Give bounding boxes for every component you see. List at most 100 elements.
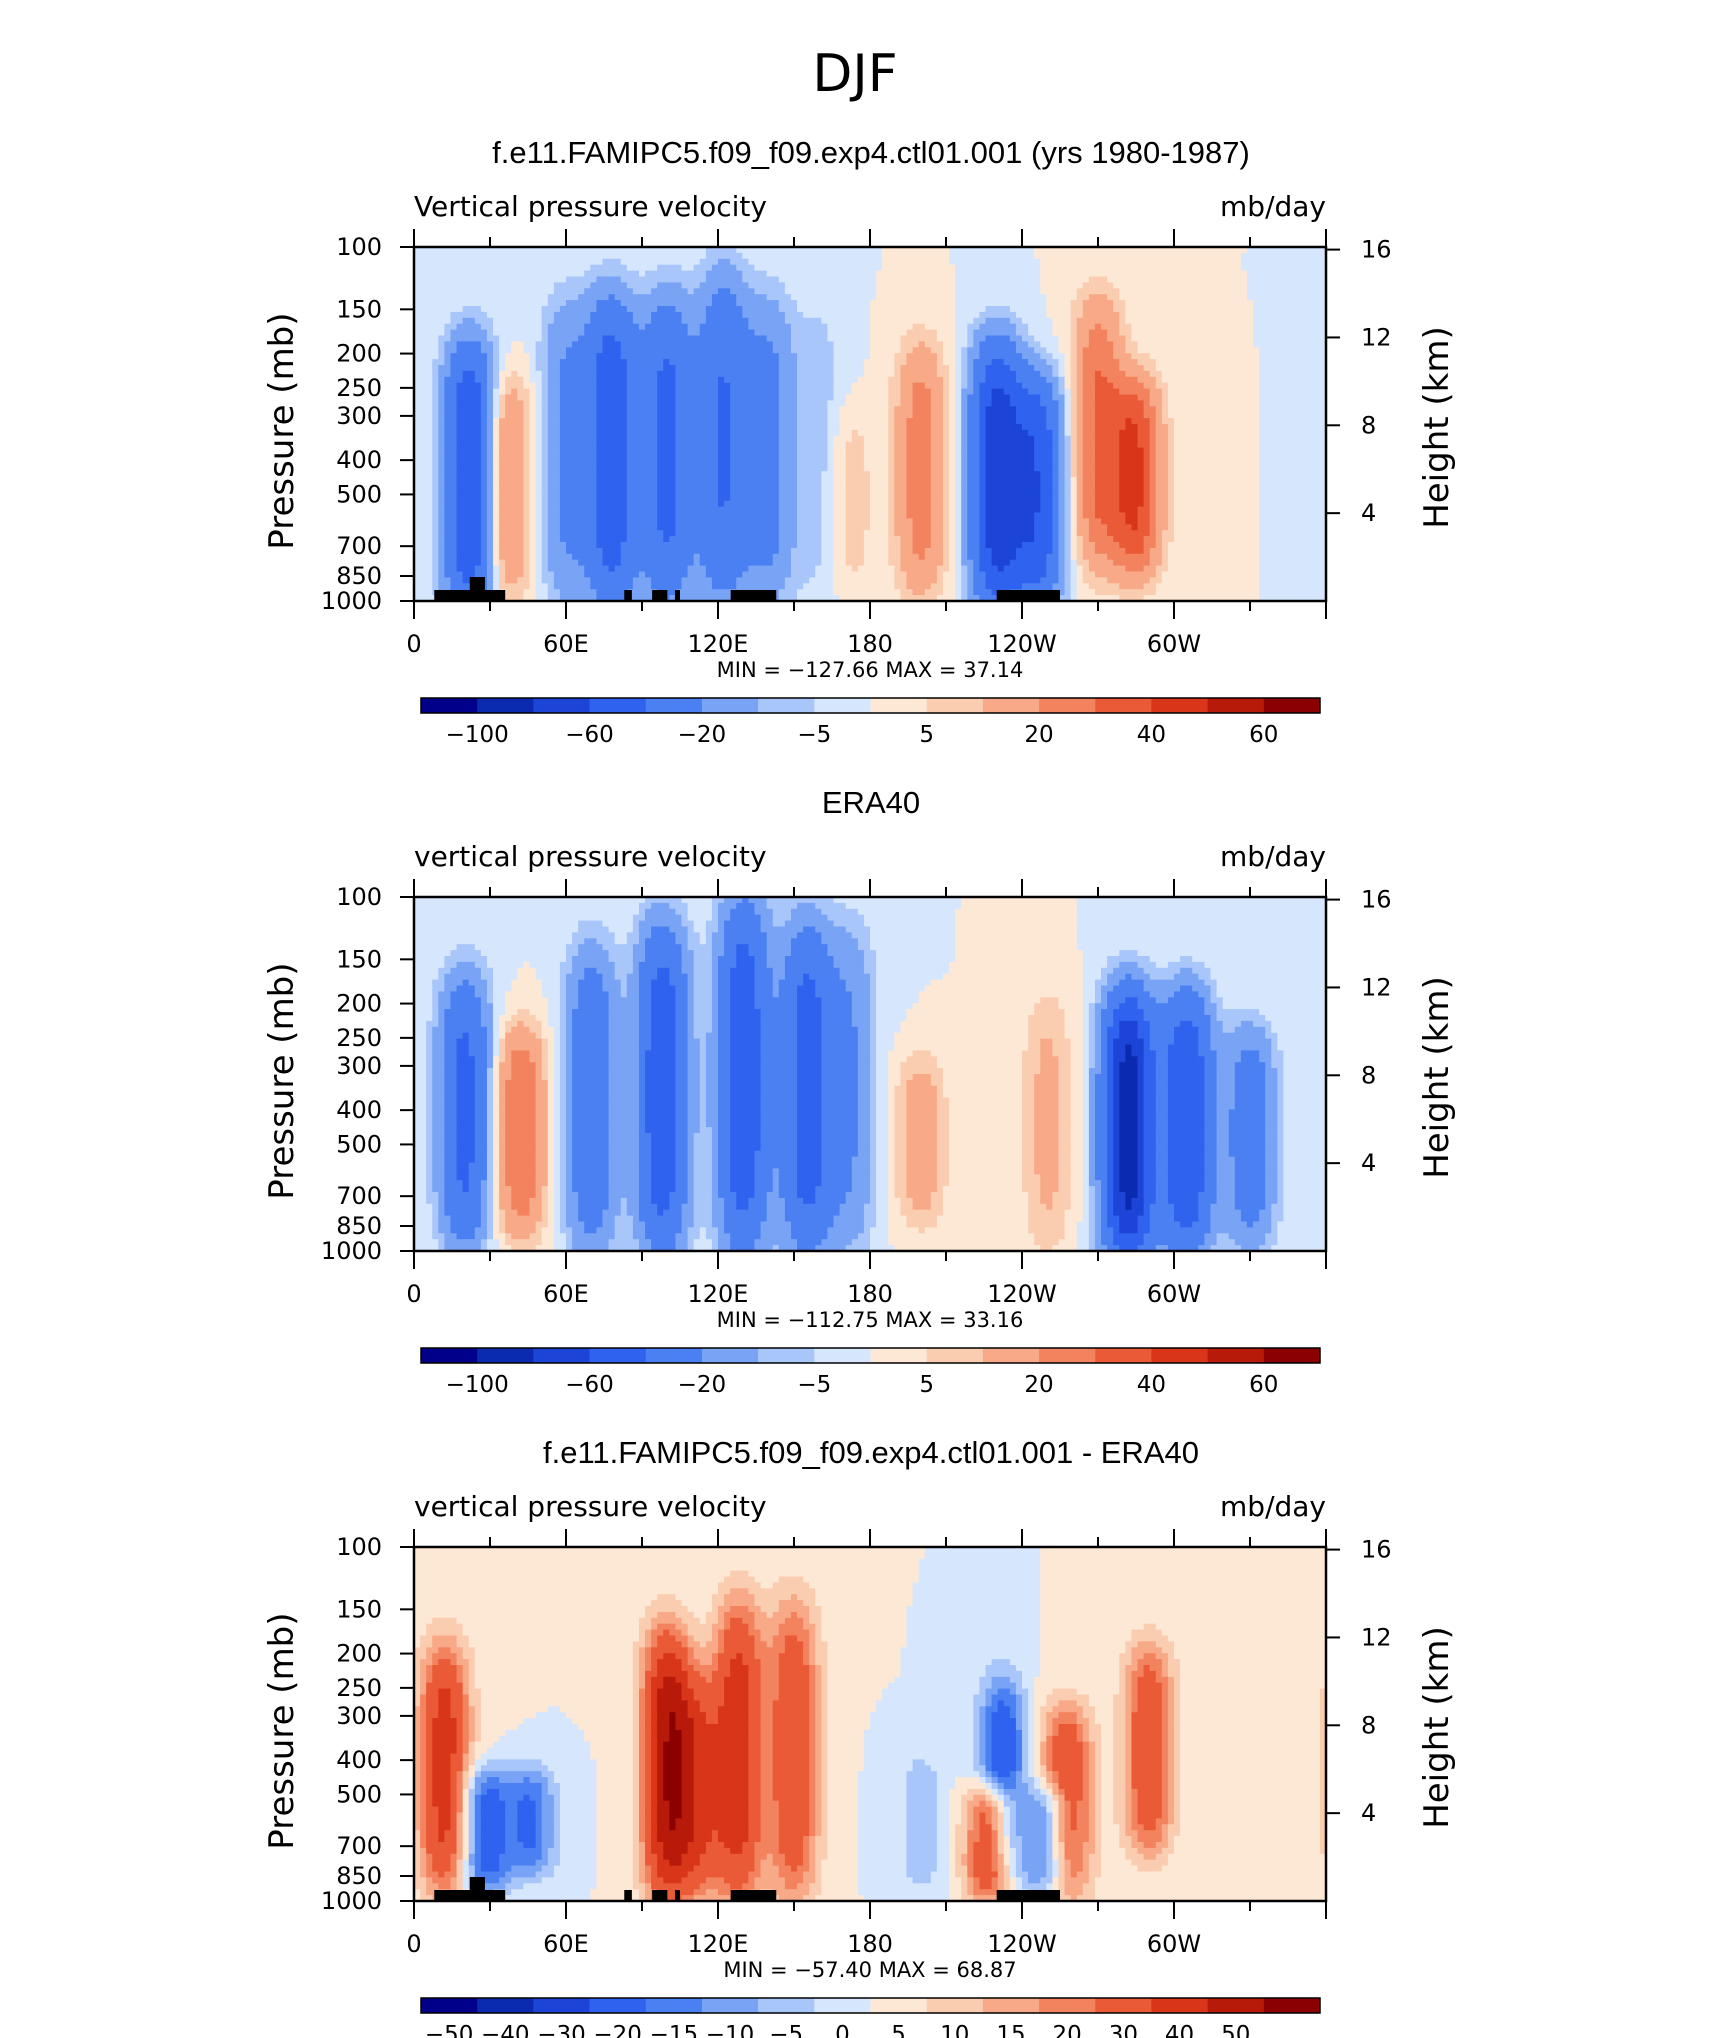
heat-cell: [1216, 264, 1224, 272]
heat-cell: [566, 323, 573, 331]
heat-cell: [1028, 353, 1035, 360]
heat-cell: [1253, 258, 1260, 266]
heat-cell: [1161, 388, 1169, 396]
heat-cell: [1009, 382, 1017, 390]
heat-cell: [1307, 347, 1315, 354]
heat-cell: [833, 329, 841, 337]
heat-cell: [784, 252, 792, 260]
heat-cell: [766, 353, 774, 360]
heat-cell: [444, 441, 452, 449]
heat-cell: [699, 365, 707, 372]
heat-cell: [718, 311, 725, 319]
heat-cell: [1295, 418, 1303, 425]
heat-cell: [1149, 435, 1157, 443]
heat-cell: [1265, 264, 1272, 272]
heat-cell: [657, 424, 664, 431]
heat-cell: [511, 264, 518, 272]
heat-cell: [541, 323, 549, 331]
heat-cell: [827, 252, 835, 260]
heat-cell: [894, 406, 901, 413]
heat-cell: [857, 347, 865, 354]
heat-cell: [1143, 311, 1151, 319]
heat-cell: [1198, 311, 1205, 319]
heat-cell: [596, 365, 604, 372]
heat-cell: [444, 359, 452, 366]
heat-cell: [693, 341, 701, 348]
heat-cell: [936, 335, 944, 342]
heat-cell: [657, 353, 664, 360]
heat-cell: [724, 376, 731, 384]
heat-cell: [997, 294, 1005, 301]
heat-cell: [529, 317, 537, 325]
heat-cell: [608, 353, 616, 360]
heat-cell: [426, 264, 433, 272]
heat-cell: [961, 418, 968, 425]
heat-cell: [991, 300, 999, 307]
heat-cell: [511, 294, 518, 301]
heat-cell: [590, 288, 597, 295]
heat-cell: [1125, 376, 1133, 384]
heat-cell: [681, 306, 689, 313]
heat-cell: [1210, 276, 1218, 283]
heat-cell: [997, 353, 1005, 360]
heat-cell: [1222, 323, 1230, 331]
heat-cell: [620, 294, 628, 301]
heat-cell: [566, 270, 573, 278]
heat-cell: [1265, 406, 1272, 413]
heat-cell: [1301, 394, 1309, 401]
heat-cell: [851, 359, 859, 366]
heat-cell: [991, 400, 999, 407]
heat-cell: [888, 282, 895, 289]
heat-cell: [1052, 347, 1060, 354]
heat-cell: [468, 412, 476, 419]
heat-cell: [1319, 347, 1326, 354]
heat-cell: [936, 388, 944, 396]
heat-cell: [1094, 424, 1102, 431]
heat-cell: [1052, 300, 1060, 307]
heat-cell: [572, 412, 579, 419]
heat-cell: [693, 335, 701, 342]
heat-cell: [578, 335, 585, 342]
heat-cell: [772, 341, 780, 348]
heat-cell: [566, 335, 573, 342]
heat-cell: [1070, 276, 1078, 283]
heat-cell: [1271, 276, 1278, 283]
heat-cell: [961, 382, 968, 390]
heat-cell: [450, 412, 458, 419]
heat-cell: [918, 258, 926, 266]
heat-cell: [559, 347, 567, 354]
heat-cell: [1046, 424, 1053, 431]
heat-cell: [1319, 276, 1326, 283]
heat-cell: [474, 388, 482, 396]
heat-cell: [499, 376, 506, 384]
heat-cell: [1216, 270, 1224, 278]
heat-cell: [1040, 353, 1047, 360]
heat-cell: [590, 247, 597, 254]
heat-cell: [797, 335, 804, 342]
heat-cell: [1149, 388, 1157, 396]
heat-cell: [1198, 282, 1205, 289]
heat-cell: [511, 306, 518, 313]
heat-cell: [936, 412, 944, 419]
heat-cell: [675, 424, 683, 431]
heat-cell: [711, 365, 719, 372]
heat-cell: [955, 276, 962, 283]
heat-cell: [596, 294, 604, 301]
heat-cell: [1028, 300, 1035, 307]
heat-cell: [1307, 406, 1315, 413]
heat-cell: [1167, 317, 1175, 325]
heat-cell: [505, 270, 512, 278]
heat-cell: [1283, 429, 1291, 437]
heat-cell: [973, 365, 981, 372]
heat-cell: [906, 323, 914, 331]
heat-cell: [687, 429, 695, 437]
heat-cell: [559, 382, 567, 390]
heat-cell: [1003, 400, 1011, 407]
heat-cell: [1107, 353, 1114, 360]
heat-cell: [1186, 294, 1193, 301]
heat-cell: [797, 424, 804, 431]
heat-cell: [699, 406, 707, 413]
heat-cell: [882, 424, 889, 431]
heat-cell: [553, 276, 561, 283]
heat-cell: [1155, 258, 1163, 266]
